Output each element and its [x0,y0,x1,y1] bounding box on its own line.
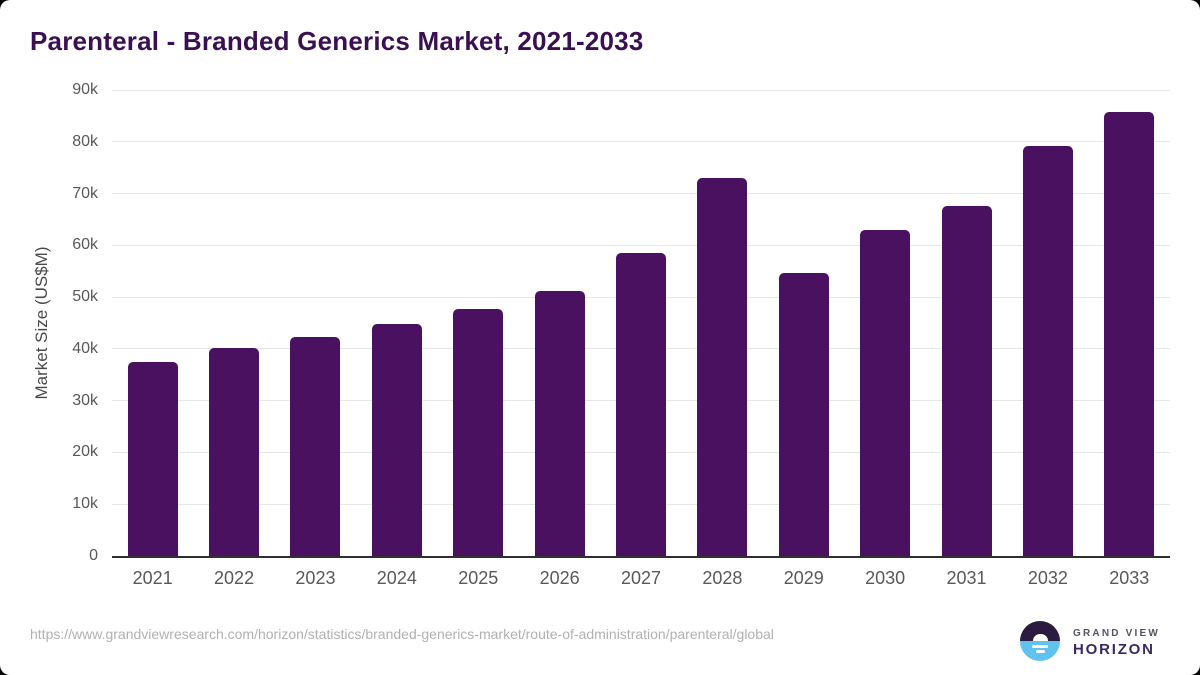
bar-2029 [778,273,829,556]
bar-2026 [534,290,585,556]
x-tick-label: 2024 [376,568,417,588]
gridline [112,244,1170,246]
plot-area [112,89,1170,556]
y-tick-label: 0 [89,547,98,564]
x-axis-line [112,556,1170,558]
y-tick-label: 60k [72,236,98,254]
bar-2030 [860,229,911,556]
bar-2031 [941,205,992,556]
bar-2022 [209,348,260,556]
bar-2023 [290,336,341,556]
source-url: https://www.grandviewresearch.com/horizo… [30,626,774,642]
brand-logo: GRAND VIEW HORIZON [1020,621,1180,663]
bar-2024 [371,323,422,556]
chart-title: Parenteral - Branded Generics Market, 20… [30,26,644,56]
logo-text: GRAND VIEW HORIZON [1073,628,1160,658]
x-tick-label: 2030 [865,568,906,588]
x-tick-label: 2023 [295,568,336,588]
y-tick-label: 90k [72,81,98,98]
x-tick-label: 2027 [620,568,661,588]
bar-2027 [616,252,666,556]
horizon-line-shape [1035,650,1045,653]
bar-2033 [1104,111,1155,556]
sun-dome-shape [1032,633,1048,641]
x-tick-label: 2032 [1027,568,1068,588]
gridline [112,193,1170,195]
y-tick-label: 50k [72,288,98,306]
grand-view-horizon-logo-icon [1020,621,1060,661]
x-tick-label: 2033 [1109,568,1150,588]
x-tick-label: 2031 [946,568,987,588]
bar-2025 [453,308,504,556]
bar-2021 [127,361,178,556]
bar-2032 [1022,146,1073,556]
x-tick-label: 2021 [132,568,173,588]
gridline [112,141,1170,143]
x-tick-label: 2022 [214,568,255,588]
y-tick-label: 20k [72,443,98,461]
x-tick-label: 2025 [458,568,499,588]
logo-top-text: GRAND VIEW [1073,628,1160,639]
x-tick-label: 2029 [783,568,824,588]
logo-bottom-text: HORIZON [1073,641,1155,658]
bar-2028 [697,177,748,556]
gridline [112,89,1170,91]
y-tick-label: 80k [72,132,98,150]
y-tick-label: 10k [72,495,98,513]
x-tick-label: 2026 [539,568,580,588]
x-tick-label: 2028 [702,568,743,588]
y-tick-label: 70k [72,184,98,202]
y-tick-label: 40k [72,339,98,357]
y-tick-label: 30k [72,391,98,409]
horizon-line-shape [1032,644,1048,648]
